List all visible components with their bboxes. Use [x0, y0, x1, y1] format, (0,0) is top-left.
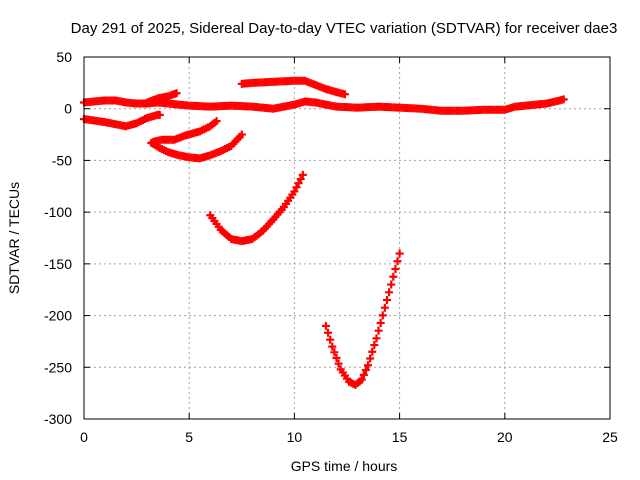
data-point	[372, 334, 381, 343]
data-point	[370, 341, 379, 350]
y-tick-label: -50	[52, 152, 72, 168]
series-arc-8	[321, 249, 404, 389]
data-point	[366, 354, 375, 363]
x-tick-label: 15	[392, 429, 408, 445]
x-tick-label: 0	[80, 429, 88, 445]
y-tick-label: -250	[44, 359, 72, 375]
data-point	[391, 265, 400, 274]
y-axis-label: SDTVAR / TECUs	[6, 182, 22, 294]
x-tick-label: 25	[602, 429, 618, 445]
series-arc-2	[143, 89, 181, 107]
data-point	[393, 257, 402, 266]
data-point	[389, 272, 398, 281]
data-point	[368, 347, 377, 356]
data-point	[321, 321, 330, 330]
data-point	[382, 296, 391, 305]
data-point	[296, 175, 305, 184]
series-arc-1	[80, 95, 568, 115]
data-point	[172, 89, 181, 98]
data-point	[298, 170, 307, 179]
data-point	[292, 183, 301, 192]
data-point	[340, 90, 349, 99]
data-point	[364, 361, 373, 370]
data-point	[326, 335, 335, 344]
series-arc-5	[147, 130, 246, 163]
y-tick-label: 0	[64, 101, 72, 117]
plot-frame	[83, 56, 611, 420]
chart-title: Day 291 of 2025, Sidereal Day-to-day VTE…	[71, 20, 618, 37]
x-tick-label: 5	[185, 429, 193, 445]
series-arc-6	[237, 76, 349, 99]
x-axis-label: GPS time / hours	[291, 458, 398, 474]
data-point	[294, 179, 303, 188]
data-point	[212, 117, 221, 126]
data-layer	[80, 76, 568, 389]
data-point	[324, 328, 333, 337]
series-arc-7	[206, 170, 307, 246]
x-tick-label: 20	[497, 429, 513, 445]
x-axis-tick-labels: 0 5 10 15 20 25	[80, 429, 618, 445]
data-point	[334, 359, 343, 368]
data-point	[237, 130, 246, 139]
data-point	[374, 326, 383, 335]
grid	[84, 57, 610, 419]
data-point	[330, 348, 339, 357]
data-point	[559, 95, 568, 104]
data-point	[387, 280, 396, 289]
data-point	[357, 375, 366, 384]
data-point	[155, 110, 164, 119]
data-point	[328, 342, 337, 351]
axis-ticks	[83, 56, 611, 420]
data-point	[361, 366, 370, 375]
data-point	[378, 311, 387, 320]
series-arc-4	[149, 117, 221, 146]
data-point	[395, 249, 404, 258]
data-point	[380, 303, 389, 312]
y-tick-label: -150	[44, 256, 72, 272]
data-point	[376, 319, 385, 328]
data-point	[332, 353, 341, 362]
y-tick-label: -300	[44, 411, 72, 427]
y-tick-label: 50	[56, 49, 72, 65]
y-tick-label: -100	[44, 204, 72, 220]
y-tick-label: -200	[44, 308, 72, 324]
x-tick-label: 10	[287, 429, 303, 445]
y-axis-tick-labels: 50 0 -50 -100 -150 -200 -250 -300	[44, 49, 72, 427]
data-point	[359, 370, 368, 379]
data-point	[290, 187, 299, 196]
data-point	[385, 288, 394, 297]
